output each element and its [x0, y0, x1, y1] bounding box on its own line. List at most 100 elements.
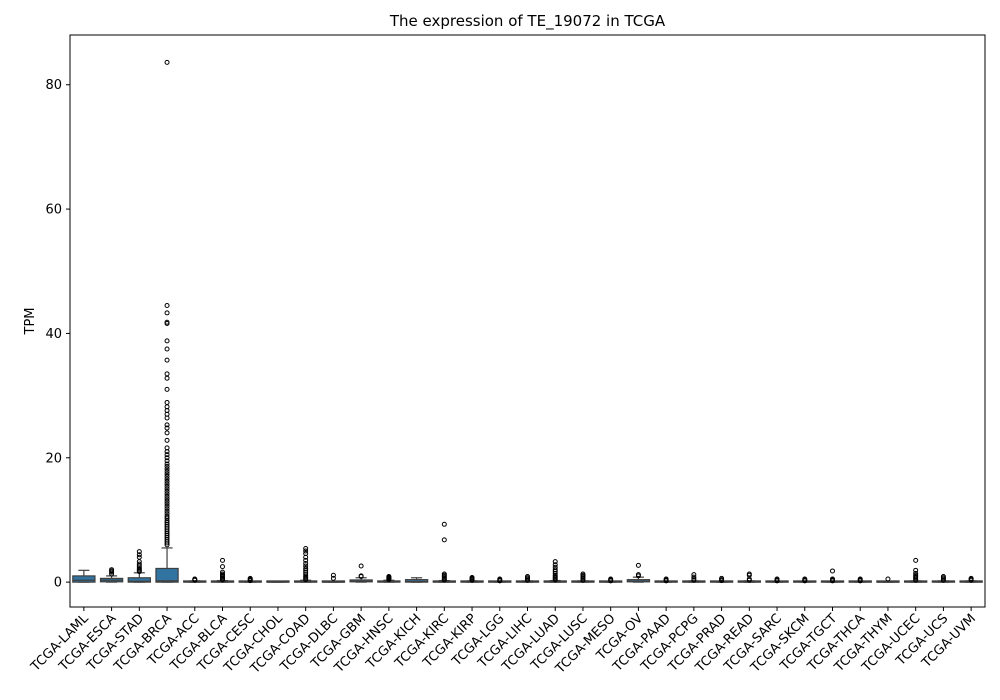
outlier-point [164, 346, 170, 352]
outlier-point [358, 563, 364, 569]
box-group [848, 576, 872, 584]
outlier-point [164, 371, 170, 377]
outlier-point [497, 576, 503, 582]
outlier-point [830, 576, 835, 582]
outlier-point [303, 557, 309, 563]
box-group [488, 576, 512, 584]
outlier-point [164, 461, 170, 467]
outlier-point [746, 571, 752, 577]
y-tick-label: 20 [45, 451, 62, 466]
box-group [598, 576, 623, 584]
outlier-point [164, 357, 170, 363]
box-group [349, 563, 373, 583]
box-group [266, 580, 290, 583]
box-group [931, 574, 956, 583]
y-tick-label: 0 [54, 576, 62, 591]
outlier-point [164, 310, 170, 316]
outlier-point [552, 562, 558, 568]
box-group [99, 567, 124, 583]
box [72, 575, 96, 583]
box [127, 577, 152, 583]
outlier-point [164, 486, 170, 492]
y-tick-label: 80 [45, 78, 62, 93]
outlier-point [913, 567, 919, 573]
outlier-point [552, 567, 558, 573]
box [404, 579, 429, 583]
outlier-point [441, 537, 447, 543]
outlier-point [968, 575, 974, 581]
outlier-point [857, 576, 863, 582]
box-group [903, 557, 928, 583]
outlier-point [164, 498, 170, 504]
outlier-point [220, 571, 225, 577]
outlier-point [830, 568, 835, 574]
outlier-point [802, 576, 808, 582]
outlier-point [303, 565, 309, 571]
box-group [210, 557, 235, 583]
box-group [709, 575, 734, 584]
outlier-point [691, 572, 697, 578]
outlier-point [164, 452, 170, 458]
box-group [543, 559, 567, 583]
outlier-point [330, 575, 336, 581]
outlier-point [220, 569, 225, 575]
outlier-point [358, 573, 364, 579]
outlier-point [164, 483, 170, 489]
outlier-point [164, 506, 170, 512]
outlier-point [940, 574, 946, 580]
outlier-point [164, 491, 170, 497]
box-group [515, 574, 540, 583]
outlier-point [164, 493, 170, 499]
box-group [432, 521, 457, 583]
outlier-point [303, 563, 309, 569]
outlier-point [164, 302, 170, 308]
box-group [626, 562, 651, 583]
chart-title: The expression of TE_19072 in TCGA [389, 12, 666, 30]
y-tick-label: 60 [45, 203, 62, 218]
outlier-point [164, 478, 170, 484]
outlier-point [247, 575, 253, 581]
box-group [293, 546, 318, 583]
outlier-point [386, 574, 392, 580]
outlier-point [552, 559, 558, 565]
box-group [959, 575, 983, 583]
box-group [321, 572, 346, 583]
outlier-point [719, 575, 725, 581]
outlier-point [552, 564, 558, 570]
outlier-point [220, 557, 225, 563]
outlier-point [635, 572, 641, 578]
outlier-point [136, 561, 142, 567]
outlier-point [913, 557, 919, 563]
outlier-point [164, 422, 170, 428]
outlier-point [164, 458, 170, 464]
outlier-point [164, 399, 170, 405]
outlier-point [303, 551, 309, 557]
box-group [793, 576, 817, 584]
outlier-point [525, 574, 530, 580]
outlier-point [164, 59, 170, 65]
outlier-point [913, 572, 919, 578]
outlier-point [164, 375, 170, 381]
outlier-point [164, 466, 170, 472]
box-group [72, 569, 96, 583]
outlier-point [913, 570, 919, 576]
box-group [682, 572, 706, 583]
outlier-point [164, 445, 170, 451]
box-group [765, 576, 789, 584]
outlier-point [164, 511, 170, 517]
outlier-point [164, 481, 170, 487]
outlier-point [192, 576, 198, 582]
outlier-point [220, 564, 225, 570]
outlier-point [136, 554, 142, 560]
outlier-point [164, 496, 170, 502]
outlier-point [580, 571, 586, 577]
outlier-point [164, 488, 170, 494]
y-axis-label: TPM [23, 308, 38, 336]
outlier-point [164, 319, 170, 325]
outlier-point [774, 576, 780, 582]
box-group [127, 549, 152, 583]
outlier-point [164, 386, 170, 392]
outlier-point [441, 521, 447, 527]
